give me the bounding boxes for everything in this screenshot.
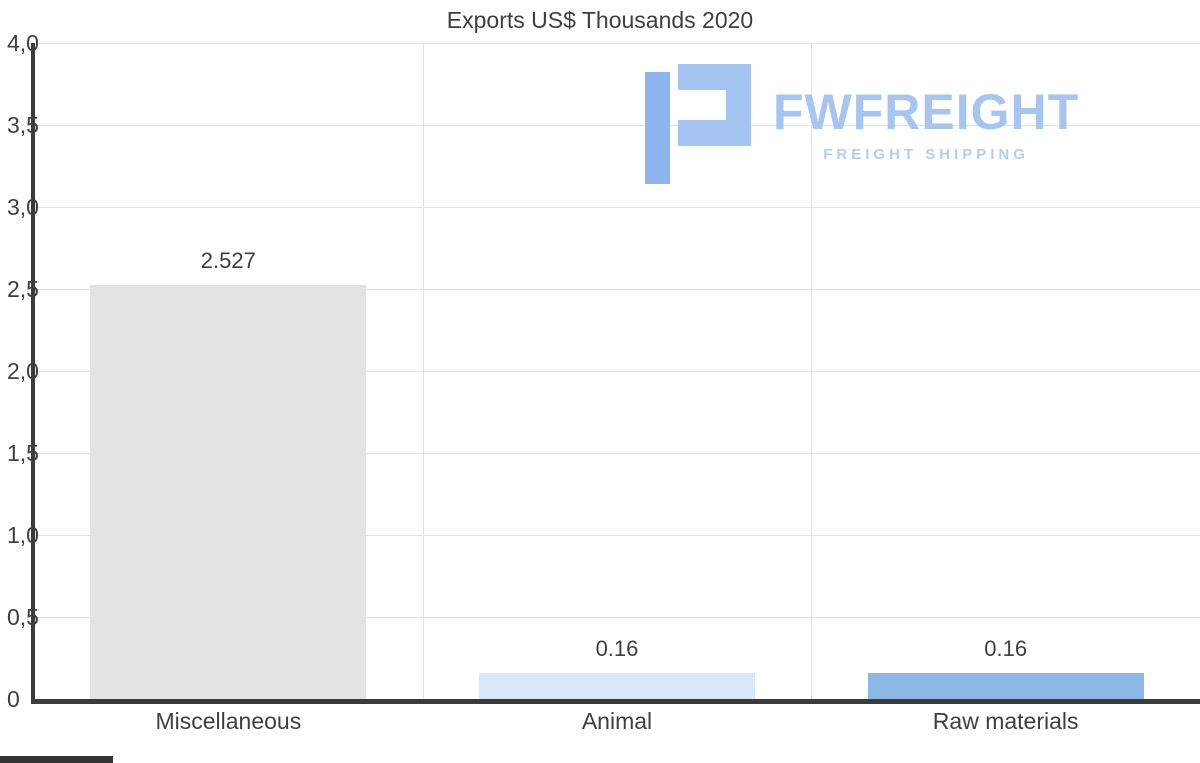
y-tick-label: 0,5 [7, 604, 39, 630]
watermark: FWFREIGHT FREIGHT SHIPPING [645, 64, 1079, 184]
bar-raw-materials[interactable] [867, 672, 1144, 699]
x-axis-line [31, 699, 1200, 704]
y-axis-line [31, 43, 35, 704]
gridline-horizontal [34, 535, 1200, 536]
bar-value-label-miscellaneous: 2.527 [200, 247, 256, 273]
x-tick-label-animal: Animal [581, 708, 653, 734]
gridline-vertical [811, 43, 813, 699]
gridline-horizontal [34, 453, 1200, 454]
bar-value-label-raw-materials: 0.16 [984, 635, 1028, 661]
bar-value-label-animal: 0.16 [595, 635, 639, 661]
y-tick-label: 3,5 [7, 112, 39, 138]
y-tick-label: 1,0 [7, 522, 39, 548]
y-tick-label: 3,0 [7, 194, 39, 220]
watermark-text: FWFREIGHT FREIGHT SHIPPING [773, 64, 1079, 163]
y-tick-label: 0 [7, 686, 20, 712]
fwfreight-logo-icon [645, 64, 751, 184]
y-tick-label: 2,5 [7, 276, 39, 302]
y-tick-label: 1,5 [7, 440, 39, 466]
x-tick-label-miscellaneous: Miscellaneous [155, 708, 302, 734]
watermark-tagline: FREIGHT SHIPPING [823, 146, 1029, 163]
gridline-horizontal [34, 617, 1200, 618]
chart-title: Exports US$ Thousands 2020 [446, 7, 754, 33]
gridline-vertical [422, 43, 424, 699]
x-tick-label-raw-materials: Raw materials [932, 708, 1079, 734]
y-tick-label: 4,0 [7, 30, 39, 56]
gridline-horizontal [34, 43, 1200, 44]
bar-miscellaneous[interactable] [90, 284, 367, 699]
gridline-horizontal [34, 289, 1200, 290]
bar-animal[interactable] [479, 672, 755, 699]
watermark-brand: FWFREIGHT [773, 84, 1080, 140]
gridline-horizontal [34, 125, 1200, 126]
gridline-horizontal [34, 371, 1200, 372]
window-edge-strip [0, 756, 113, 763]
gridline-horizontal [34, 207, 1200, 208]
y-tick-label: 2,0 [7, 358, 39, 384]
